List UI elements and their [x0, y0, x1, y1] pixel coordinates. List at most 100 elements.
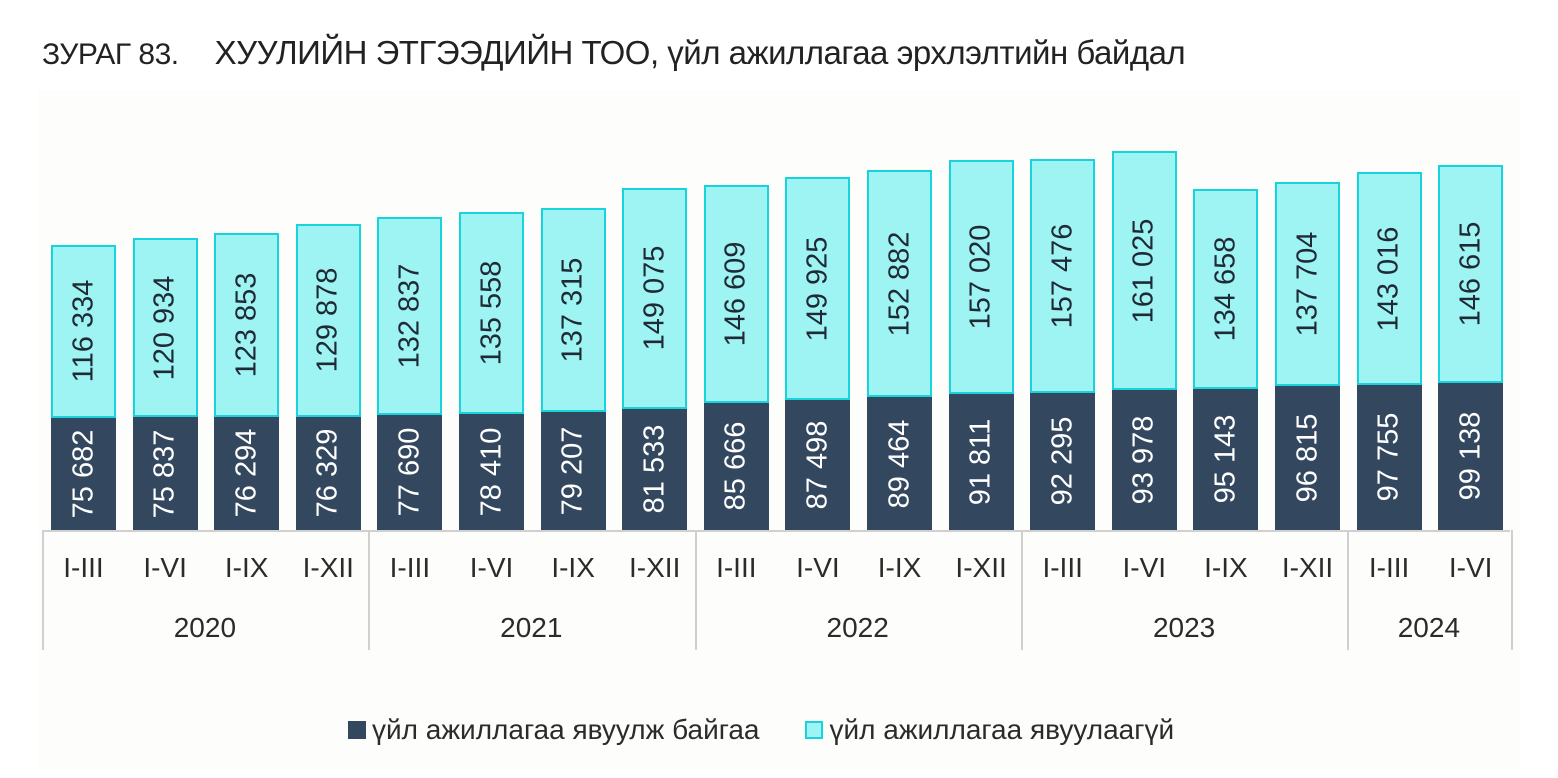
bar-value-label: 75 837	[148, 429, 181, 519]
bar-segment-active: 77 690	[377, 414, 443, 530]
bar-value-label: 135 558	[475, 260, 507, 366]
bar-value-label: 116 334	[67, 279, 99, 383]
bar-segment-inactive: 161 025	[1111, 151, 1177, 391]
bar-value-label: 76 294	[230, 428, 263, 518]
bar-segment-inactive: 149 925	[785, 177, 851, 401]
bar-segment-inactive: 116 334	[51, 244, 116, 418]
bar-value-label: 96 815	[1291, 413, 1323, 503]
year-divider	[1510, 530, 1513, 650]
period-label: I-VI	[1122, 552, 1167, 583]
period-label: I-III	[716, 552, 757, 583]
period-label: I-III	[389, 552, 431, 583]
bar-segment-inactive: 149 075	[622, 187, 688, 409]
bar-value-label: 89 464	[883, 419, 915, 508]
bar-value-label: 77 690	[393, 427, 426, 517]
bar-segment-inactive: 152 882	[867, 170, 932, 398]
period-label: I-XII	[1281, 552, 1334, 583]
bar-segment-active: 76 294	[214, 416, 280, 530]
bar-segment-active: 89 464	[867, 397, 932, 530]
bar-segment-active: 95 143	[1193, 388, 1259, 530]
bar-segment-inactive: 137 704	[1275, 181, 1340, 387]
title-text: ХУУЛИЙН ЭТГЭЭДИЙН ТОО, үйл ажиллагаа эрх…	[214, 34, 1186, 71]
bar-segment-active: 87 498	[785, 400, 851, 530]
bar-segment-active: 99 138	[1438, 382, 1504, 530]
legend-item-inactive: үйл ажиллагаа явуулаагүй	[805, 714, 1174, 746]
bar-value-label: 152 882	[883, 231, 915, 337]
bar-value-label: 146 609	[719, 241, 752, 347]
period-label: I-XII	[955, 552, 1007, 583]
legend: үйл ажиллагаа явуулж байгаа үйл ажиллага…	[348, 714, 1220, 746]
bar-segment-inactive: 135 558	[459, 212, 524, 414]
legend-label-active: үйл ажиллагаа явуулж байгаа	[372, 714, 760, 745]
bar-segment-inactive: 157 476	[1030, 159, 1096, 393]
bar-value-label: 75 682	[67, 429, 99, 519]
bar-value-label: 132 837	[393, 263, 426, 369]
year-label: 2020	[173, 612, 237, 643]
bar-segment-inactive: 143 016	[1356, 172, 1422, 385]
bar-value-label: 149 925	[801, 236, 834, 342]
bar-value-label: 157 020	[964, 224, 997, 330]
bar-segment-active: 78 410	[459, 413, 524, 530]
period-label: I-VI	[1448, 552, 1493, 583]
year-divider	[41, 530, 44, 650]
period-label: I-IX	[877, 552, 922, 583]
bar-segment-inactive: 132 837	[377, 217, 443, 415]
bar-value-label: 91 811	[964, 418, 997, 506]
bar-segment-active: 91 811	[948, 393, 1014, 530]
period-label: I-IX	[224, 552, 269, 583]
period-label: I-IX	[1204, 552, 1248, 583]
year-label: 2023	[1152, 612, 1216, 643]
period-label: I-III	[63, 552, 104, 583]
period-label: I-XII	[302, 552, 354, 583]
bar-value-label: 120 934	[148, 275, 181, 380]
bar-value-label: 79 207	[556, 426, 589, 516]
bar-segment-active: 97 755	[1356, 384, 1422, 530]
chart-title: ЗУРАГ 83. ХУУЛИЙН ЭТГЭЭДИЙН ТОО, үйл ажил…	[42, 34, 1186, 72]
bar-value-label: 137 315	[556, 257, 589, 363]
bar-value-label: 146 615	[1454, 221, 1487, 327]
period-label: I-XII	[629, 552, 681, 583]
bar-value-label: 97 755	[1372, 413, 1405, 502]
year-label: 2024	[1397, 612, 1461, 643]
year-divider	[1020, 530, 1023, 650]
bar-segment-inactive: 123 853	[214, 232, 280, 417]
bar-value-label: 123 853	[230, 272, 263, 378]
period-label: I-IX	[551, 552, 595, 583]
bar-segment-inactive: 134 658	[1193, 188, 1259, 389]
period-label: I-III	[1368, 552, 1410, 583]
bar-value-label: 157 476	[1046, 223, 1079, 329]
year-label: 2021	[500, 612, 563, 643]
bar-value-label: 134 658	[1209, 236, 1242, 342]
figure-number: ЗУРАГ 83.	[42, 38, 179, 71]
bar-segment-inactive: 157 020	[948, 160, 1014, 394]
bar-segment-active: 92 295	[1030, 392, 1096, 530]
chart-panel	[38, 90, 1520, 770]
bar-segment-active: 79 207	[540, 412, 606, 530]
bar-segment-active: 75 682	[51, 417, 116, 530]
bar-value-label: 149 075	[638, 245, 671, 351]
bar-value-label: 87 498	[801, 420, 834, 510]
x-axis-line	[42, 530, 1510, 532]
bar-segment-inactive: 120 934	[132, 237, 198, 418]
year-label: 2022	[826, 612, 889, 643]
period-label: I-VI	[796, 552, 840, 583]
bar-segment-active: 76 329	[295, 416, 361, 530]
bar-value-label: 92 295	[1046, 417, 1079, 506]
bar-value-label: 95 143	[1209, 414, 1242, 504]
period-label: I-VI	[469, 552, 514, 583]
bar-segment-active: 85 666	[703, 402, 769, 530]
bar-segment-inactive: 129 878	[295, 223, 361, 417]
bar-segment-inactive: 146 609	[703, 185, 769, 403]
year-divider	[368, 530, 371, 650]
legend-label-inactive: үйл ажиллагаа явуулаагүй	[829, 714, 1175, 745]
bar-segment-active: 93 978	[1111, 390, 1177, 530]
bar-segment-active: 96 815	[1275, 386, 1340, 530]
bar-value-label: 143 016	[1372, 226, 1405, 332]
bar-segment-inactive: 137 315	[540, 208, 606, 413]
bar-segment-inactive: 146 615	[1438, 165, 1504, 383]
bar-value-label: 129 878	[311, 267, 344, 373]
bar-segment-active: 75 837	[132, 417, 198, 530]
bar-value-label: 76 329	[311, 428, 344, 518]
year-divider	[694, 530, 697, 650]
